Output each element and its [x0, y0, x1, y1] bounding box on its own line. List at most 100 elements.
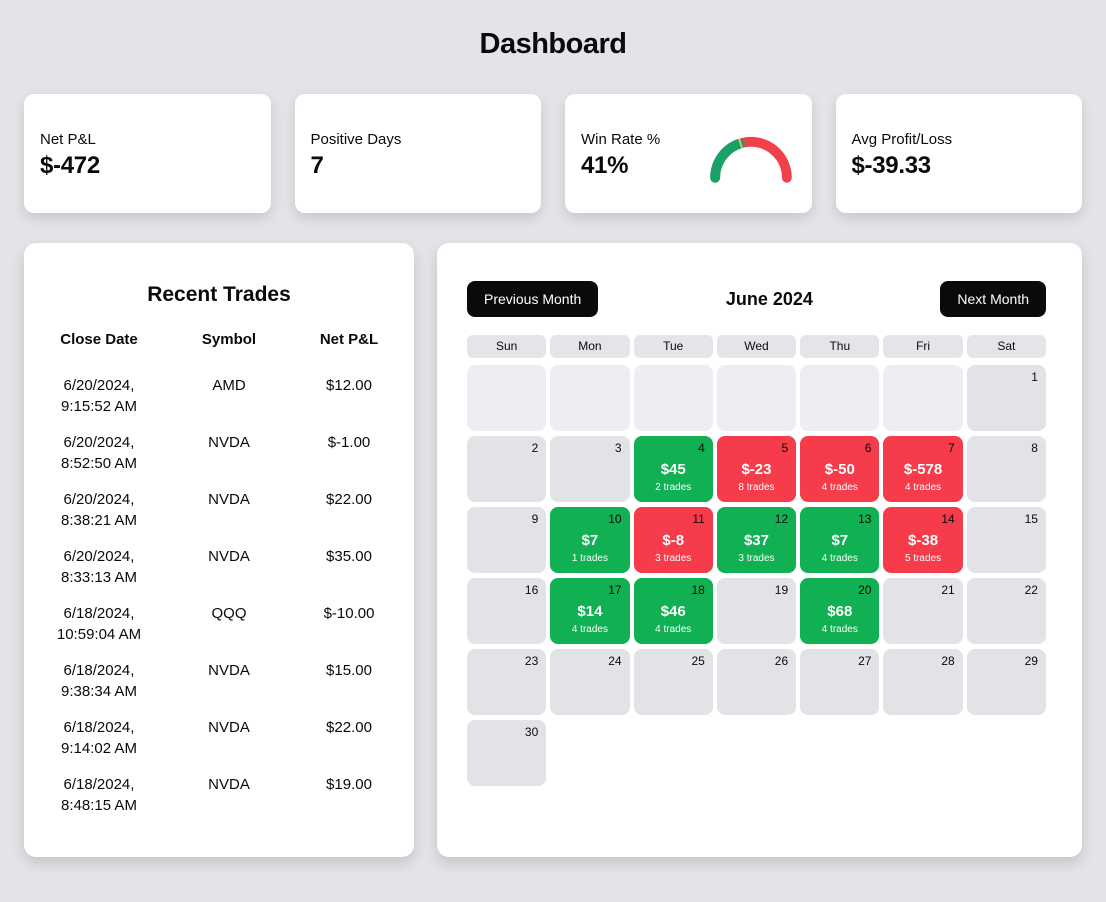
day-number: 23 — [524, 654, 539, 668]
gauge-separator — [737, 138, 743, 149]
trade-time-line: 10:59:04 AM — [56, 626, 142, 643]
trade-time-line: 8:52:50 AM — [61, 455, 137, 472]
weekday-header: Wed — [716, 335, 797, 358]
day-number: 30 — [524, 725, 539, 739]
dashboard-page: Dashboard Net P&L $-472 Positive Days 7 … — [24, 28, 1082, 857]
day-trade-count: 4 trades — [904, 482, 942, 493]
table-row: 6/20/2024, 8:33:13 AM NVDA $35.00 — [24, 546, 414, 588]
trade-close-date: 6/18/2024, 8:48:15 AM — [24, 774, 174, 816]
day-cell[interactable]: 20 $68 4 trades — [800, 578, 880, 644]
day-number: 14 — [941, 512, 955, 526]
calendar-grid: 1 2 3 4 $45 2 trades 5 $-23 8 trades 6 $-50 4 trade… — [467, 365, 1046, 786]
day-cell[interactable]: 6 $-50 4 trades — [800, 436, 880, 502]
day-cell: 8 — [966, 436, 1046, 502]
day-cell[interactable]: 4 $45 2 trades — [633, 436, 713, 502]
day-cell-empty — [633, 365, 713, 431]
trades-table-body: 6/20/2024, 9:15:52 AM AMD $12.00 6/20/2024, 8… — [24, 375, 414, 816]
page-title: Dashboard — [479, 28, 627, 60]
day-number: 3 — [614, 441, 622, 455]
day-cell[interactable]: 10 $7 1 trades — [550, 507, 630, 573]
table-row: 6/18/2024, 8:48:15 AM NVDA $19.00 — [24, 774, 414, 816]
trade-symbol: NVDA — [208, 662, 250, 679]
day-cell: 24 — [550, 649, 630, 715]
day-cell[interactable]: 17 $14 4 trades — [550, 578, 630, 644]
trade-close-date: 6/18/2024, 10:59:04 AM — [24, 603, 174, 645]
trade-symbol: NVDA — [208, 719, 250, 736]
trade-net-pnl: $19.00 — [326, 776, 372, 793]
recent-trades-card: Recent Trades Close Date Symbol Net P&L … — [24, 243, 414, 857]
trade-time-line: 8:48:15 AM — [61, 797, 137, 814]
trade-close-date: 6/20/2024, 8:38:21 AM — [24, 489, 174, 531]
day-number: 13 — [858, 512, 872, 526]
day-cell: 30 — [467, 720, 547, 786]
trade-net-pnl: $-10.00 — [323, 605, 375, 622]
day-cell: 2 — [467, 436, 547, 502]
day-trade-count: 2 trades — [655, 482, 692, 493]
weekday-header: Sat — [966, 335, 1046, 358]
day-number: 25 — [691, 654, 705, 668]
day-pnl-value: $37 — [743, 532, 769, 549]
day-cell: 22 — [966, 578, 1046, 644]
day-number: 7 — [948, 441, 955, 455]
table-row: 6/20/2024, 8:38:21 AM NVDA $22.00 — [24, 489, 414, 531]
pnl-calendar-card: Previous Month June 2024 Next Month Sun M… — [437, 243, 1082, 857]
day-cell[interactable]: 11 $-8 3 trades — [633, 507, 713, 573]
stat-value: 41% — [581, 152, 629, 179]
win-rate-card: Win Rate % 41% — [565, 94, 812, 213]
day-trade-count: 4 trades — [821, 553, 858, 564]
day-cell-empty — [716, 365, 797, 431]
day-cell[interactable]: 5 $-23 8 trades — [716, 436, 797, 502]
stat-value: $-39.33 — [851, 152, 932, 179]
day-cell: 28 — [883, 649, 963, 715]
day-cell[interactable]: 14 $-38 5 trades — [883, 507, 963, 573]
day-number: 22 — [1024, 583, 1038, 597]
weekday-header: Fri — [883, 335, 963, 358]
day-number: 11 — [692, 512, 705, 526]
trade-net-pnl: $-1.00 — [327, 434, 371, 451]
day-trade-count: 3 trades — [738, 553, 775, 564]
day-trade-count: 4 trades — [571, 624, 608, 635]
day-number: 10 — [608, 512, 622, 526]
day-cell-empty — [800, 365, 880, 431]
previous-month-button[interactable]: Previous Month — [467, 281, 599, 317]
trade-date-line: 6/18/2024, — [63, 719, 135, 736]
trade-time-line: 9:14:02 AM — [61, 740, 137, 757]
day-cell-empty — [467, 365, 547, 431]
day-number: 19 — [774, 583, 789, 597]
day-cell: 19 — [716, 578, 797, 644]
recent-trades-title: Recent Trades — [147, 283, 291, 306]
trade-symbol: NVDA — [208, 491, 250, 508]
trade-time-line: 9:38:34 AM — [61, 683, 137, 700]
day-cell: 3 — [550, 436, 630, 502]
day-trade-count: 4 trades — [821, 624, 858, 635]
trade-date-line: 6/18/2024, — [63, 605, 135, 622]
day-number: 2 — [531, 441, 539, 455]
day-cell[interactable]: 12 $37 3 trades — [716, 507, 797, 573]
trade-symbol: NVDA — [208, 434, 250, 451]
day-number: 12 — [774, 512, 789, 526]
positive-days-card: Positive Days 7 — [294, 94, 541, 213]
table-row: 6/20/2024, 9:15:52 AM AMD $12.00 — [24, 375, 414, 417]
trade-symbol: QQQ — [211, 605, 247, 622]
stat-label: Positive Days — [310, 131, 402, 148]
day-pnl-value: $46 — [660, 603, 686, 620]
gauge-green-arc — [709, 138, 745, 183]
day-number: 8 — [1031, 441, 1038, 455]
day-pnl-value: $7 — [581, 532, 599, 549]
day-trade-count: 4 trades — [655, 624, 692, 635]
next-month-button[interactable]: Next Month — [940, 281, 1046, 317]
trade-close-date: 6/20/2024, 8:52:50 AM — [24, 432, 174, 474]
trade-net-pnl: $22.00 — [326, 491, 372, 508]
day-number: 16 — [524, 583, 539, 597]
day-cell[interactable]: 18 $46 4 trades — [633, 578, 713, 644]
trade-symbol: NVDA — [208, 548, 250, 565]
calendar-header: Previous Month June 2024 Next Month — [467, 281, 1046, 317]
day-cell[interactable]: 7 $-578 4 trades — [883, 436, 963, 502]
trade-close-date: 6/20/2024, 8:33:13 AM — [24, 546, 174, 588]
day-cell: 15 — [966, 507, 1046, 573]
trade-net-pnl: $22.00 — [326, 719, 372, 736]
trade-time-line: 9:15:52 AM — [61, 398, 137, 415]
calendar-month-title: June 2024 — [725, 288, 813, 309]
day-cell[interactable]: 13 $7 4 trades — [800, 507, 880, 573]
day-trade-count: 5 trades — [904, 553, 942, 564]
